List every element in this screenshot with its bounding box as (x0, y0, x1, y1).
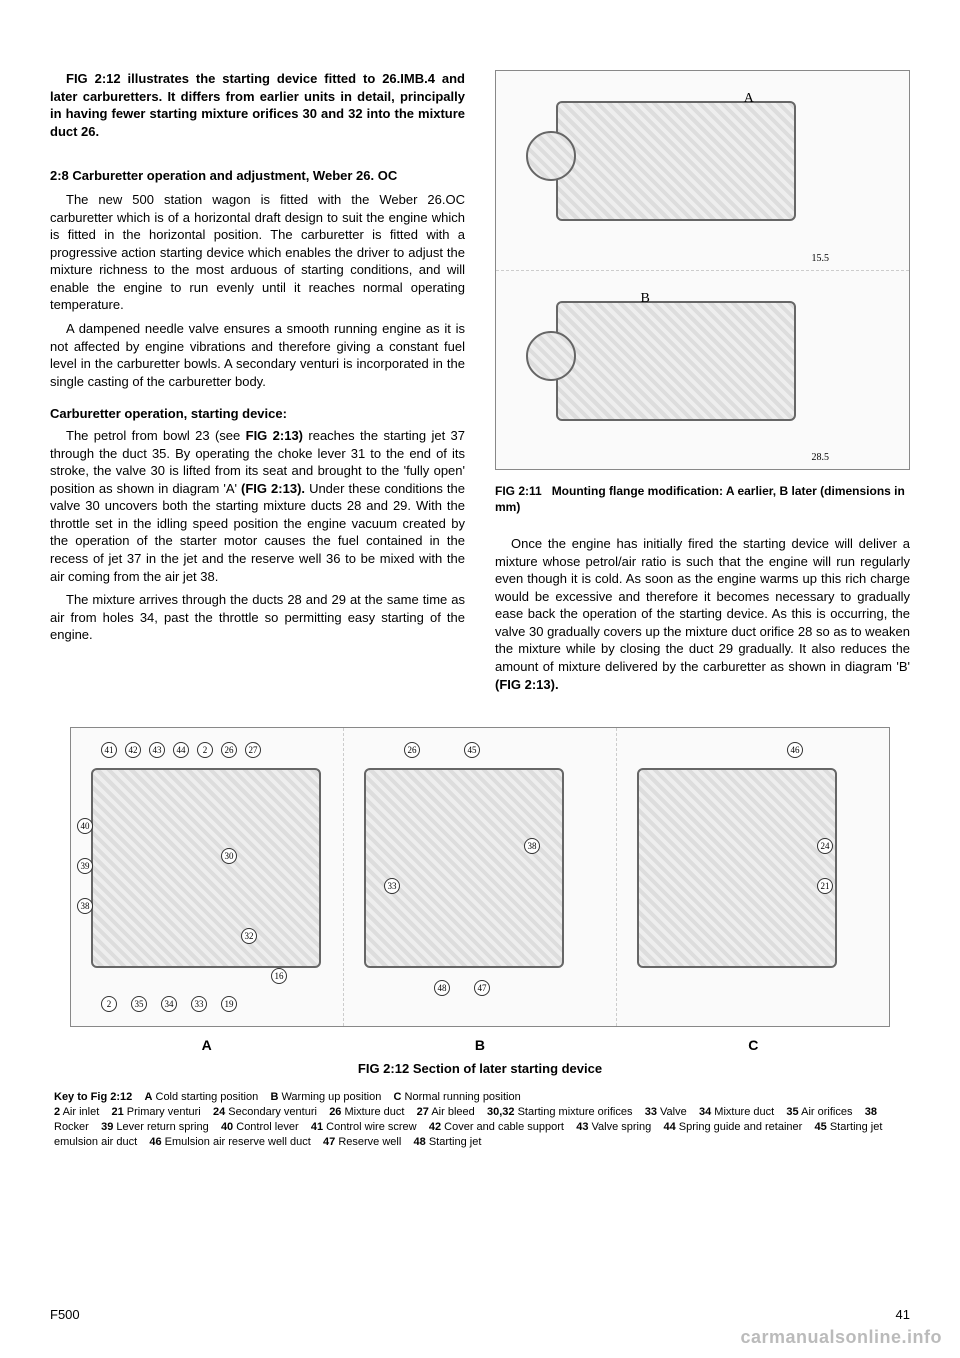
callout: 35 (131, 996, 147, 1012)
starting-device-heading: Carburetter operation, starting device: (50, 406, 465, 421)
callout: 2 (197, 742, 213, 758)
callout: 48 (434, 980, 450, 996)
right-column: A 15.5 B 28.5 FIG 2:11 Mounting flange m… (495, 70, 910, 699)
section-2-8-p2: A dampened needle valve ensures a smooth… (50, 320, 465, 390)
callout: 26 (404, 742, 420, 758)
callout: 19 (221, 996, 237, 1012)
callout: 47 (474, 980, 490, 996)
section-2-8-heading: 2:8 Carburetter operation and adjustment… (50, 168, 465, 183)
figure-2-12-key: Key to Fig 2:12 A Cold starting position… (50, 1090, 910, 1149)
starting-device-p2: The mixture arrives through the ducts 28… (50, 591, 465, 644)
callout: 2 (101, 996, 117, 1012)
callout: 26 (221, 742, 237, 758)
figure-2-11-panel-a: A 15.5 (496, 71, 909, 271)
figure-2-11-label-b: B (641, 291, 650, 307)
callout: 21 (817, 878, 833, 894)
figure-2-11: A 15.5 B 28.5 (495, 70, 910, 470)
figure-2-11-caption: FIG 2:11 Mounting flange modification: A… (495, 484, 910, 515)
figure-2-12-panel-b: 26 45 48 47 33 38 (344, 728, 617, 1026)
figure-2-12-panel-labels: A B C (70, 1037, 890, 1053)
callout: 44 (173, 742, 189, 758)
figure-2-12-panel-a: 41 42 43 44 2 26 27 40 39 38 2 35 34 33 … (71, 728, 344, 1026)
figure-2-12-label-a: A (70, 1037, 343, 1053)
callout: 30 (221, 848, 237, 864)
callout: 39 (77, 858, 93, 874)
page-footer: F500 41 (50, 1307, 910, 1322)
two-column-layout: FIG 2:12 illustrates the starting device… (50, 70, 910, 699)
callout: 24 (817, 838, 833, 854)
figure-2-12: 41 42 43 44 2 26 27 40 39 38 2 35 34 33 … (70, 727, 890, 1027)
callout: 38 (524, 838, 540, 854)
callout: 34 (161, 996, 177, 1012)
callout: 27 (245, 742, 261, 758)
figure-2-12-label-c: C (617, 1037, 890, 1053)
left-column: FIG 2:12 illustrates the starting device… (50, 70, 465, 699)
callout: 46 (787, 742, 803, 758)
figure-2-11-dim-a: 15.5 (812, 253, 830, 264)
figure-2-12-caption: FIG 2:12 Section of later starting devic… (50, 1061, 910, 1076)
footer-left: F500 (50, 1307, 80, 1322)
starting-device-p1: The petrol from bowl 23 (see FIG 2:13) r… (50, 427, 465, 585)
callout: 40 (77, 818, 93, 834)
callout: 41 (101, 742, 117, 758)
callout: 33 (191, 996, 207, 1012)
watermark: carmanualsonline.info (740, 1327, 942, 1348)
figure-2-12-wrap: 41 42 43 44 2 26 27 40 39 38 2 35 34 33 … (50, 727, 910, 1149)
callout: 16 (271, 968, 287, 984)
section-2-8-p1: The new 500 station wagon is fitted with… (50, 191, 465, 314)
callout: 38 (77, 898, 93, 914)
figure-2-12-panel-c: 46 24 21 (617, 728, 889, 1026)
callout: 32 (241, 928, 257, 944)
figure-2-11-dim-b: 28.5 (812, 452, 830, 463)
callout: 42 (125, 742, 141, 758)
right-body-p1: Once the engine has initially fired the … (495, 535, 910, 693)
figure-2-12-label-b: B (343, 1037, 616, 1053)
figure-2-11-label-a: A (744, 91, 754, 107)
footer-right: 41 (896, 1307, 910, 1322)
callout: 43 (149, 742, 165, 758)
callout: 33 (384, 878, 400, 894)
callout: 45 (464, 742, 480, 758)
page: FIG 2:12 illustrates the starting device… (0, 0, 960, 1358)
intro-paragraph: FIG 2:12 illustrates the starting device… (50, 70, 465, 140)
figure-2-11-panel-b: B 28.5 (496, 271, 909, 470)
